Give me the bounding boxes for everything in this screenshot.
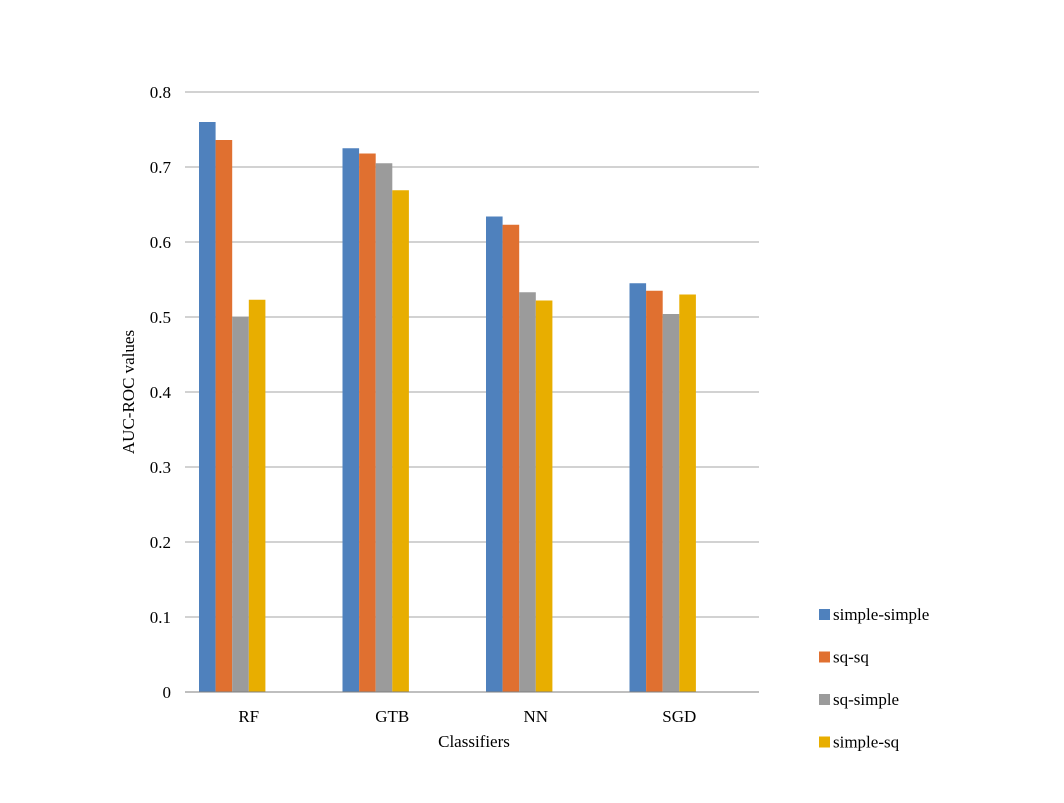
- y-tick-label: 0.7: [150, 158, 172, 177]
- bar-simple-sq-NN: [535, 300, 553, 692]
- y-tick-label: 0.4: [150, 383, 172, 402]
- y-axis-ticks: 0 0.1 0.2 0.3 0.4 0.5 0.6 0.7 0.8: [150, 83, 172, 702]
- bar-simple-sq-RF: [248, 299, 266, 692]
- bars: [199, 122, 696, 692]
- y-tick-label: 0.1: [150, 608, 171, 627]
- legend-swatch: [819, 609, 830, 620]
- bar-sq-simple-SGD: [662, 314, 680, 692]
- legend-label: sq-sq: [833, 648, 869, 667]
- x-tick-label: SGD: [662, 707, 696, 726]
- y-tick-label: 0.5: [150, 308, 171, 327]
- bar-sq-sq-NN: [502, 224, 520, 692]
- legend-swatch: [819, 694, 830, 705]
- x-axis-title: Classifiers: [438, 732, 510, 751]
- bar-sq-simple-RF: [232, 317, 249, 692]
- bar-sq-sq-RF: [215, 140, 233, 692]
- y-tick-label: 0.3: [150, 458, 171, 477]
- gridlines: [185, 91, 759, 618]
- bar-simple-simple-SGD: [629, 283, 647, 692]
- legend-label: sq-simple: [833, 690, 899, 709]
- legend-swatch: [819, 651, 830, 663]
- bar-simple-simple-GTB: [342, 148, 360, 692]
- bar-simple-simple-RF: [199, 122, 216, 692]
- bar-simple-sq-GTB: [392, 190, 409, 692]
- bar-sq-sq-GTB: [359, 153, 376, 692]
- legend-swatch: [819, 736, 830, 748]
- bar-sq-simple-NN: [519, 292, 536, 692]
- legend-label: simple-sq: [833, 733, 900, 752]
- bar-sq-simple-GTB: [375, 163, 393, 692]
- y-tick-label: 0: [163, 683, 172, 702]
- bar-simple-sq-SGD: [679, 294, 696, 692]
- legend: simple-simple sq-sq sq-simple simple-sq: [819, 605, 929, 752]
- x-tick-label: GTB: [375, 707, 409, 726]
- bar-simple-simple-NN: [486, 216, 503, 692]
- x-tick-label: RF: [238, 707, 259, 726]
- y-axis-title: AUC-ROC values: [119, 330, 138, 454]
- y-tick-label: 0.2: [150, 533, 171, 552]
- legend-label: simple-simple: [833, 605, 929, 624]
- x-axis-ticks: RF GTB NN SGD: [238, 707, 696, 726]
- y-tick-label: 0.6: [150, 233, 171, 252]
- y-tick-label: 0.8: [150, 83, 171, 102]
- x-tick-label: NN: [523, 707, 548, 726]
- bar-sq-sq-SGD: [646, 290, 663, 692]
